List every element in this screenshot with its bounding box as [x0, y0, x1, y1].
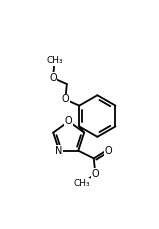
Text: O: O [62, 95, 69, 104]
Text: O: O [105, 146, 112, 156]
Text: O: O [49, 73, 57, 83]
Text: CH₃: CH₃ [73, 179, 90, 188]
Text: N: N [55, 146, 63, 156]
Text: CH₃: CH₃ [46, 57, 63, 65]
Text: O: O [65, 116, 73, 126]
Text: O: O [91, 169, 99, 179]
